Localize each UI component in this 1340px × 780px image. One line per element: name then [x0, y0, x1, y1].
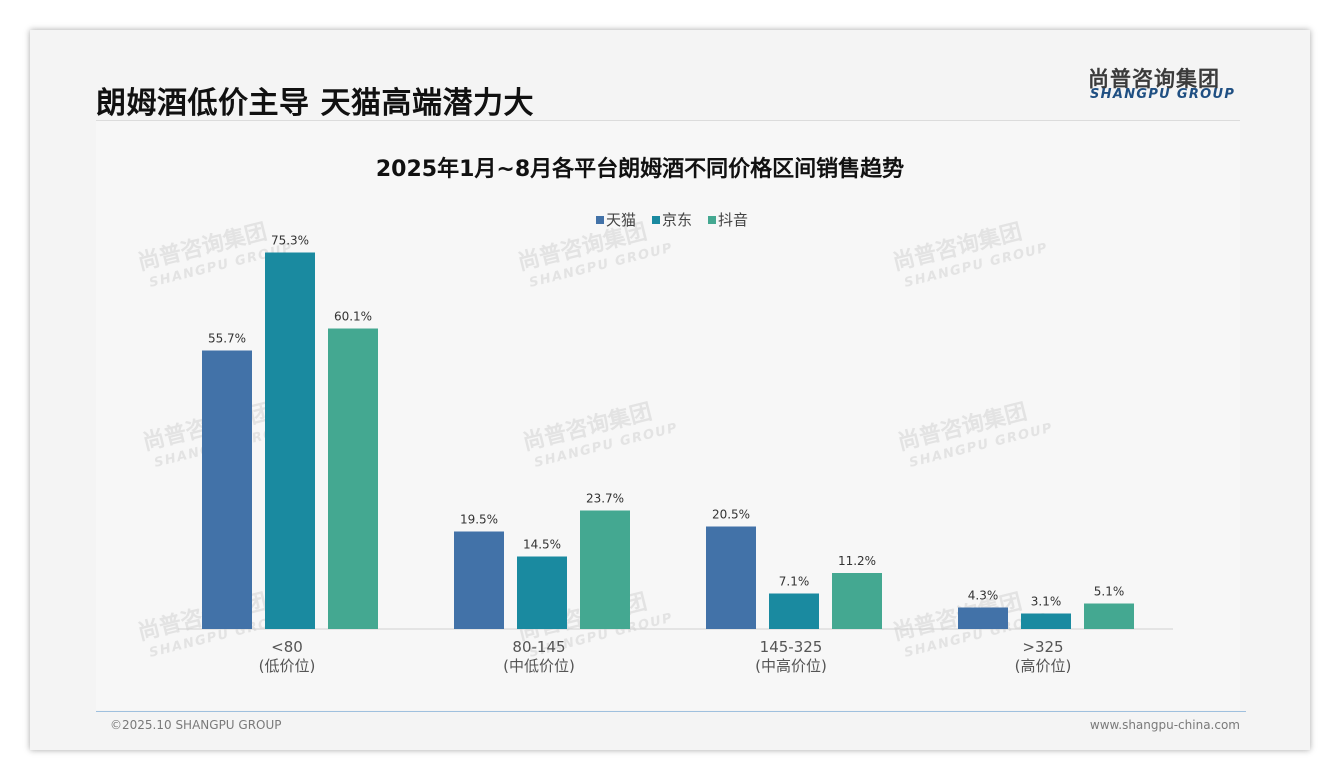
- bar-2-2: [517, 556, 567, 629]
- data-label-1-2: 19.5%: [460, 513, 498, 527]
- bar-3-3: [832, 573, 882, 629]
- data-label-2-3: 7.1%: [779, 575, 810, 589]
- bar-1-4: [958, 607, 1008, 629]
- data-label-2-2: 14.5%: [523, 538, 561, 552]
- legend-swatch-3: [708, 216, 716, 224]
- legend-label-3: 抖音: [718, 211, 748, 229]
- website-url: www.shangpu-china.com: [1089, 718, 1240, 732]
- data-label-2-1: 75.3%: [271, 234, 309, 248]
- data-label-2-4: 3.1%: [1031, 595, 1062, 609]
- x-tick-label-4: >325: [1022, 638, 1063, 656]
- bar-2-1: [265, 252, 315, 629]
- bar-3-4: [1084, 603, 1134, 629]
- x-tick-label-1: <80: [271, 638, 303, 656]
- x-tick-label-3: 145-325: [760, 638, 823, 656]
- x-tick-sublabel-4: (高价位): [1015, 657, 1072, 675]
- bar-1-3: [706, 526, 756, 629]
- page-title: 朗姆酒低价主导 天猫高端潜力大: [96, 86, 534, 121]
- company-logo-cn: 尚普咨询集团: [1088, 67, 1220, 91]
- chart-title: 2025年1月~8月各平台朗姆酒不同价格区间销售趋势: [376, 156, 904, 182]
- data-label-1-4: 4.3%: [968, 589, 999, 603]
- x-tick-sublabel-3: (中高价位): [755, 657, 827, 675]
- bar-3-1: [328, 328, 378, 629]
- legend-label-1: 天猫: [606, 211, 636, 229]
- header-band: [30, 30, 1310, 120]
- legend-swatch-1: [596, 216, 604, 224]
- data-label-3-2: 23.7%: [586, 492, 624, 506]
- x-tick-sublabel-2: (中低价位): [503, 657, 575, 675]
- data-label-1-3: 20.5%: [712, 508, 750, 522]
- legend-label-2: 京东: [662, 211, 692, 229]
- header-divider: [96, 120, 1240, 121]
- legend-swatch-2: [652, 216, 660, 224]
- data-label-1-1: 55.7%: [208, 332, 246, 346]
- bar-3-2: [580, 510, 630, 629]
- company-logo-en: SHANGPU GROUP: [1090, 87, 1236, 102]
- data-label-3-4: 5.1%: [1094, 585, 1125, 599]
- data-label-3-3: 11.2%: [838, 554, 876, 568]
- slide: 朗姆酒低价主导 天猫高端潜力大 尚普咨询集团 SHANGPU GROUP 尚普咨…: [30, 30, 1310, 750]
- bar-1-1: [202, 350, 252, 629]
- bar-1-2: [454, 531, 504, 629]
- bar-2-4: [1021, 613, 1071, 629]
- data-label-3-1: 60.1%: [334, 310, 372, 324]
- x-tick-label-2: 80-145: [512, 638, 565, 656]
- copyright-text: ©2025.10 SHANGPU GROUP: [110, 718, 282, 732]
- bar-2-3: [769, 593, 819, 629]
- footer-divider: [96, 711, 1246, 712]
- x-tick-sublabel-1: (低价位): [259, 657, 316, 675]
